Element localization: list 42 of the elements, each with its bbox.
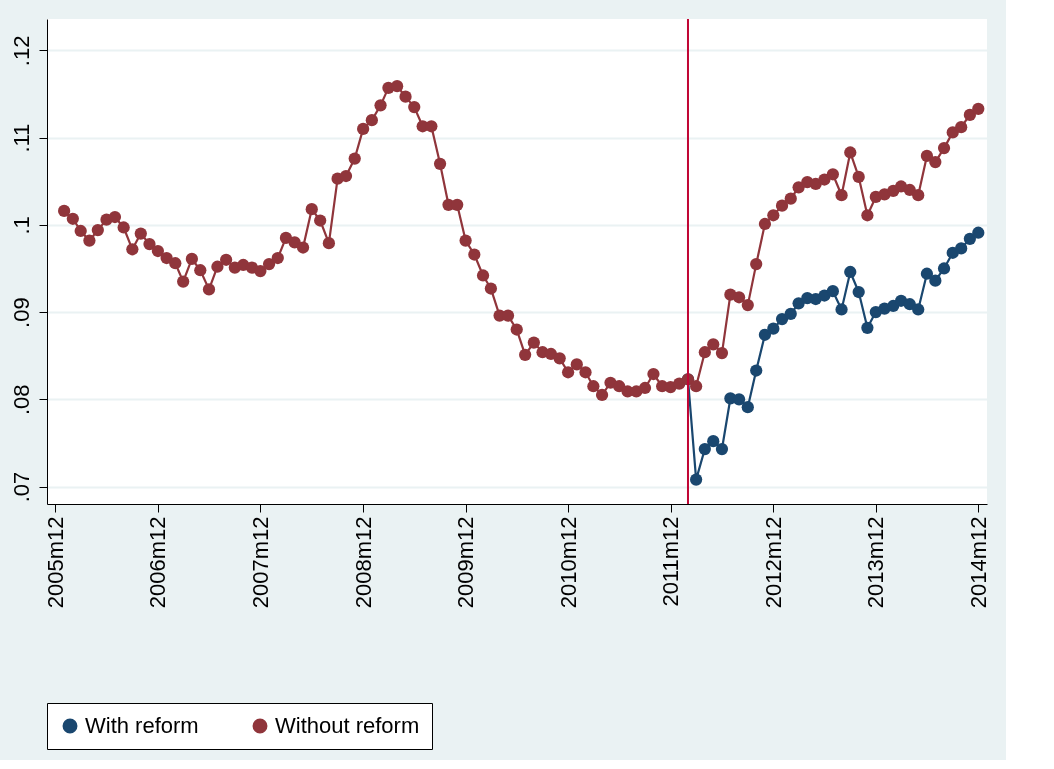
point (741, 401, 754, 414)
point (861, 321, 874, 334)
x-tick-label: 2008m12 (350, 516, 376, 609)
point (955, 242, 968, 255)
y-tick-label: .09 (8, 297, 34, 328)
point (903, 298, 916, 311)
point (784, 307, 797, 320)
point (852, 285, 865, 299)
x-tick-label: 2012m12 (760, 516, 786, 609)
x-tick-label: 2014m12 (965, 516, 991, 609)
legend-label: Without reform (275, 713, 420, 738)
point (690, 473, 703, 486)
y-tick-label: .07 (8, 471, 34, 503)
point (767, 322, 780, 335)
point (835, 303, 848, 316)
point (844, 265, 857, 279)
x-tick-label: 2010m12 (555, 516, 581, 609)
point (912, 303, 925, 316)
point (937, 262, 951, 275)
point (963, 232, 976, 245)
point (698, 442, 711, 456)
y-tick-label: .11 (8, 123, 34, 153)
x-tick-label: 2009m12 (453, 516, 479, 609)
y-tick-label: .1 (8, 216, 34, 235)
y-tick-label: .08 (8, 384, 34, 416)
x-tick-label: 2013m12 (863, 516, 889, 609)
legend-label: With reform (85, 713, 199, 738)
x-tick-label: 2006m12 (145, 516, 171, 609)
y-tick-label: .12 (8, 35, 34, 67)
point (758, 328, 772, 341)
x-tick-label: 2011m12 (658, 516, 684, 607)
point (707, 435, 720, 448)
point (715, 442, 729, 456)
point (775, 312, 789, 326)
point (920, 267, 934, 280)
x-tick-label: 2005m12 (42, 516, 68, 609)
point (972, 226, 985, 239)
x-tick-label: 2007m12 (247, 516, 273, 609)
point (750, 364, 763, 377)
point (929, 274, 942, 287)
point (826, 285, 839, 298)
point (732, 393, 746, 406)
